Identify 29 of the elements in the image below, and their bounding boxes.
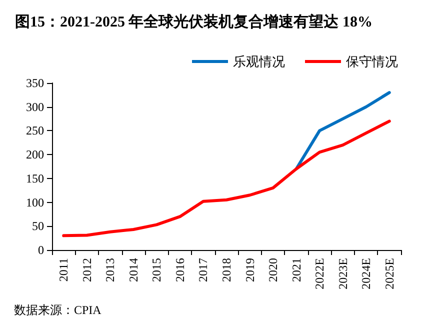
x-tick-label: 2020 xyxy=(266,258,280,282)
x-tick-label: 2011 xyxy=(56,258,71,282)
x-tick-label: 2013 xyxy=(103,258,118,282)
x-tick-label: 2024E xyxy=(359,258,374,290)
y-tick-label: 0 xyxy=(38,243,44,257)
x-tick-label: 2023E xyxy=(336,258,350,290)
x-tick-label: 2021 xyxy=(289,258,304,282)
y-tick-label: 200 xyxy=(26,148,44,162)
y-tick-label: 300 xyxy=(26,100,44,114)
x-tick-label: 2017 xyxy=(196,258,210,282)
x-tick-label: 2014 xyxy=(126,258,140,282)
x-tick-label: 2012 xyxy=(80,258,94,282)
line-series xyxy=(294,91,391,170)
source-note: 数据来源：CPIA xyxy=(14,303,102,317)
line-series xyxy=(62,120,391,238)
x-tick-label: 2025E xyxy=(382,258,396,290)
legend-label: 乐观情况 xyxy=(233,54,285,69)
x-tick-label: 2018 xyxy=(220,258,234,282)
y-tick-label: 150 xyxy=(26,171,44,186)
y-tick-label: 250 xyxy=(26,124,44,138)
y-tick-label: 100 xyxy=(26,195,44,210)
y-tick-label: 350 xyxy=(26,76,44,90)
y-tick-label: 50 xyxy=(32,219,44,234)
x-tick-label: 2019 xyxy=(242,258,257,282)
chart-title: 图15：2021-2025 年全球光伏装机复合增速有望达 18% xyxy=(15,12,372,30)
x-tick-label: 2015 xyxy=(150,258,164,282)
legend-label: 保守情况 xyxy=(346,54,398,69)
x-tick-label: 2022E xyxy=(312,258,327,290)
x-tick-label: 2016 xyxy=(172,258,187,282)
